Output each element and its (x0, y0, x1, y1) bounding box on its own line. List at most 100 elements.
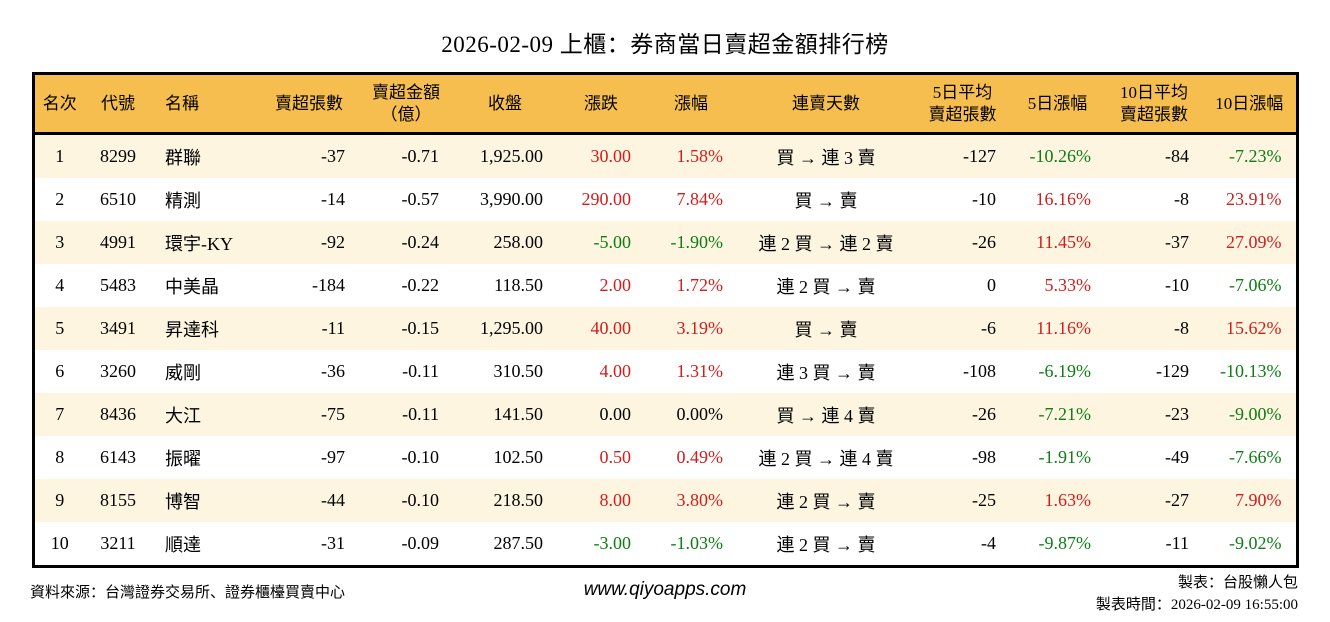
cell-shares: -11 (321, 318, 345, 338)
cell-change: 4.00 (599, 361, 632, 381)
cell-pct10: -9.02% (1229, 533, 1282, 553)
col-header-pct5: 5日漲幅 (1010, 73, 1105, 135)
cell-pct10: -10.13% (1220, 361, 1282, 381)
cell-change-pct: 3.80% (676, 490, 724, 510)
cell-change-pct: 3.19% (676, 318, 724, 338)
cell-rank: 5 (55, 318, 65, 338)
header-row: 名次 代號 名稱 賣超張數 賣超金額 （億） 收盤 漲跌 漲幅 連賣天數 5日平… (33, 73, 1297, 135)
cell-avg5: -26 (972, 404, 996, 424)
cell-code: 3491 (100, 318, 136, 338)
cell-close: 218.50 (493, 490, 544, 510)
cell-avg10: -84 (1165, 146, 1189, 166)
cell-pct5: -7.21% (1038, 404, 1092, 424)
cell-name: 昇達科 (165, 319, 219, 340)
cell-pct10: 7.90% (1235, 490, 1282, 510)
footer: 資料來源：台灣證券交易所、證券櫃檯買賣中心 www.qiyoapps.com 製… (0, 572, 1330, 622)
cell-shares: -36 (321, 361, 345, 381)
cell-pct5: 11.45% (1036, 232, 1091, 252)
cell-shares: -31 (321, 533, 345, 553)
cell-close: 287.50 (493, 533, 544, 553)
table-row: 2 6510 精測 -14 -0.57 3,990.00 290.00 7.84… (33, 178, 1297, 221)
table-row: 7 8436 大江 -75 -0.11 141.50 0.00 0.00% 買 … (33, 393, 1297, 436)
cell-name: 博智 (165, 491, 201, 512)
cell-change-pct: -1.90% (670, 232, 724, 252)
cell-close: 1,925.00 (480, 146, 543, 166)
cell-pct10: -7.06% (1229, 275, 1282, 295)
cell-rank: 1 (55, 146, 65, 166)
col-header-avg5: 5日平均 賣超張數 (915, 73, 1010, 135)
cell-change: 290.00 (581, 189, 632, 209)
col-header-streak: 連賣天數 (737, 73, 915, 135)
cell-shares: -75 (321, 404, 345, 424)
col-header-amount: 賣超金額 （億） (359, 73, 453, 135)
cell-code: 8436 (100, 404, 136, 424)
col-header-name: 名稱 (151, 73, 259, 135)
cell-close: 118.50 (494, 275, 543, 295)
table-row: 4 5483 中美晶 -184 -0.22 118.50 2.00 1.72% … (33, 264, 1297, 307)
cell-streak: 連 2 買 → 賣 (776, 534, 876, 555)
cell-change-pct: 1.31% (676, 361, 724, 381)
cell-shares: -37 (321, 146, 345, 166)
cell-pct5: -1.91% (1038, 447, 1092, 467)
cell-change: 2.00 (599, 275, 632, 295)
table-row: 9 8155 博智 -44 -0.10 218.50 8.00 3.80% 連 … (33, 479, 1297, 522)
table-header: 名次 代號 名稱 賣超張數 賣超金額 （億） 收盤 漲跌 漲幅 連賣天數 5日平… (33, 73, 1297, 135)
cell-streak: 連 2 買 → 賣 (776, 491, 876, 512)
made-time-label: 製表時間：2026-02-09 16:55:00 (1095, 597, 1298, 613)
cell-rank: 7 (55, 404, 65, 424)
data-source-note: 資料來源：台灣證券交易所、證券櫃檯買賣中心 (30, 585, 346, 601)
cell-pct5: 16.16% (1035, 189, 1092, 209)
cell-change-pct: 7.84% (676, 189, 724, 209)
cell-name: 振曜 (165, 448, 201, 469)
cell-change-pct: 0.49% (676, 447, 724, 467)
table-row: 10 3211 順達 -31 -0.09 287.50 -3.00 -1.03%… (33, 522, 1297, 567)
col-header-rank: 名次 (33, 73, 85, 135)
cell-avg10: -8 (1174, 318, 1189, 338)
cell-amount: -0.09 (401, 533, 440, 553)
cell-name: 環宇-KY (165, 233, 233, 254)
cell-pct5: -10.26% (1029, 146, 1092, 166)
cell-amount: -0.57 (401, 189, 440, 209)
table-row: 3 4991 環宇-KY -92 -0.24 258.00 -5.00 -1.9… (33, 221, 1297, 264)
cell-code: 8299 (100, 146, 136, 166)
cell-pct5: 5.33% (1044, 275, 1092, 295)
cell-avg10: -11 (1165, 533, 1189, 553)
cell-streak: 連 2 買 → 賣 (776, 276, 876, 297)
cell-close: 258.00 (493, 232, 544, 252)
cell-avg10: -27 (1165, 490, 1189, 510)
cell-change-pct: 1.58% (676, 146, 724, 166)
cell-code: 4991 (100, 232, 136, 252)
cell-pct10: 15.62% (1226, 318, 1282, 338)
cell-close: 310.50 (493, 361, 544, 381)
cell-change: 0.00 (599, 404, 632, 424)
col-header-code: 代號 (85, 73, 151, 135)
cell-avg10: -37 (1165, 232, 1189, 252)
cell-rank: 6 (55, 361, 65, 381)
cell-avg5: -127 (963, 146, 996, 166)
cell-streak: 買 → 連 4 賣 (776, 405, 876, 426)
cell-avg5: -10 (972, 189, 996, 209)
ranking-table: 名次 代號 名稱 賣超張數 賣超金額 （億） 收盤 漲跌 漲幅 連賣天數 5日平… (31, 72, 1299, 568)
cell-avg5: -6 (981, 318, 996, 338)
cell-rank: 3 (55, 232, 65, 252)
cell-change-pct: 1.72% (676, 275, 724, 295)
cell-change: 40.00 (590, 318, 632, 338)
col-header-shares: 賣超張數 (259, 73, 359, 135)
cell-avg5: -25 (972, 490, 996, 510)
cell-rank: 4 (55, 275, 65, 295)
cell-close: 3,990.00 (480, 189, 543, 209)
cell-close: 102.50 (493, 447, 544, 467)
col-header-change: 漲跌 (557, 73, 645, 135)
cell-pct5: -9.87% (1038, 533, 1092, 553)
cell-streak: 買 → 連 3 賣 (776, 147, 876, 168)
cell-pct10: -7.66% (1229, 447, 1282, 467)
cell-avg10: -49 (1165, 447, 1189, 467)
cell-rank: 2 (55, 189, 65, 209)
cell-pct5: 11.16% (1036, 318, 1091, 338)
cell-name: 群聯 (165, 147, 201, 168)
cell-streak: 連 3 買 → 賣 (776, 362, 876, 383)
cell-name: 威剛 (165, 362, 201, 383)
cell-rank: 8 (55, 447, 65, 467)
cell-change: 30.00 (590, 146, 632, 166)
